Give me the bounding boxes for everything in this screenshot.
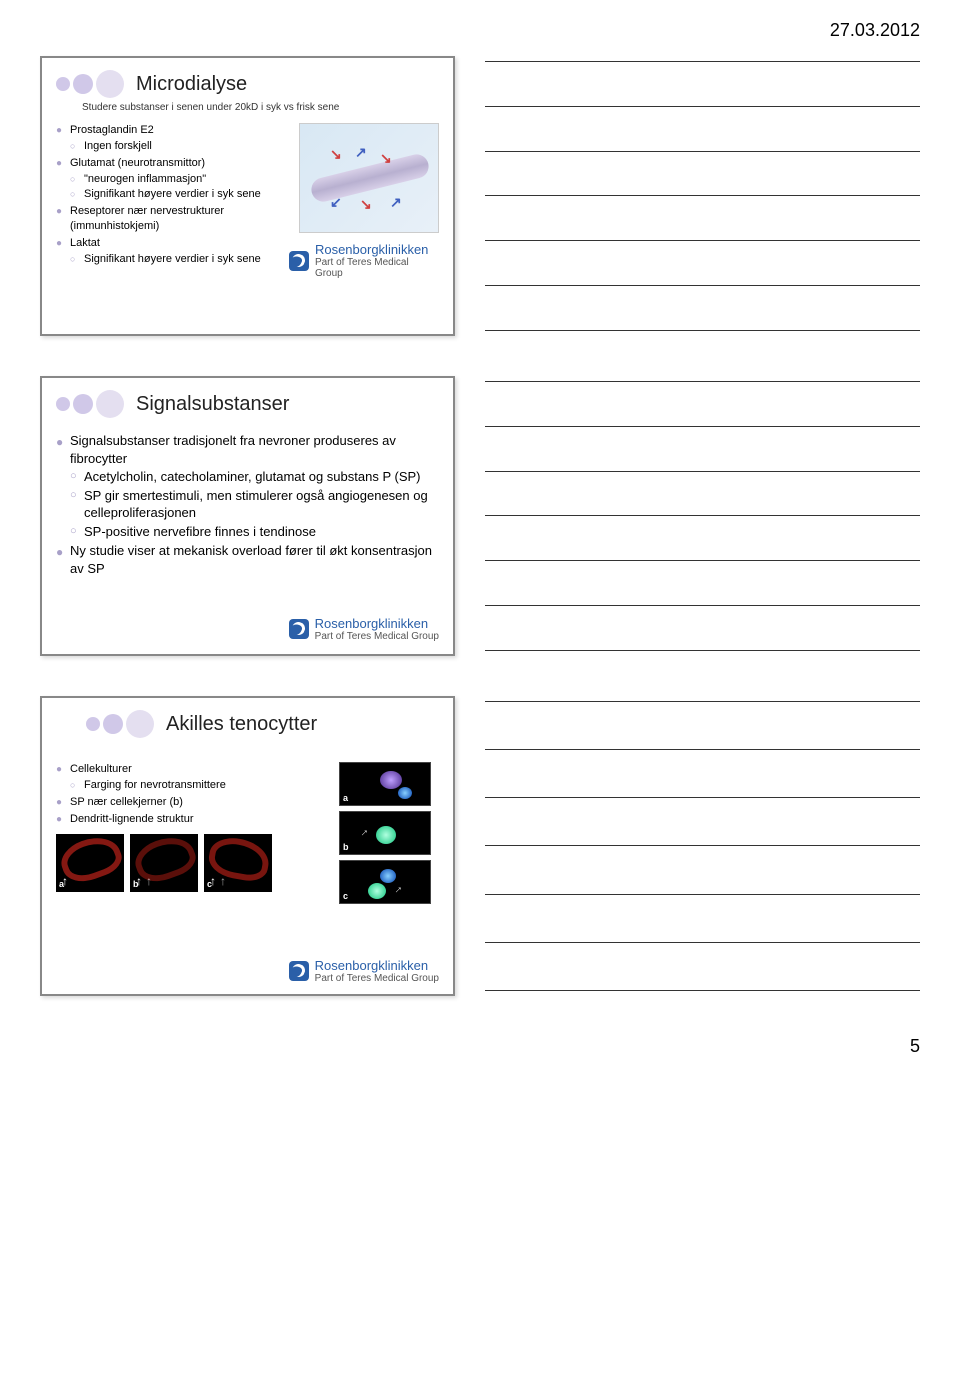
bullet-label: Cellekulturer <box>70 763 132 775</box>
logo-tagline: Part of Teres Medical Group <box>315 973 439 984</box>
page-number: 5 <box>40 1036 920 1057</box>
micro-label: b <box>343 842 349 852</box>
handout-row: Microdialyse Studere substanser i senen … <box>40 56 920 336</box>
bubble-icon <box>103 714 123 734</box>
sub-bullet: Farging for nevrotransmittere <box>70 778 327 793</box>
bullet-label: Reseptorer nær nervestrukturer (immunhis… <box>56 204 277 234</box>
title-wrap: Akilles tenocytter <box>86 710 439 738</box>
sub-bullet: SP-positive nervefibre finnes i tendinos… <box>70 523 439 541</box>
bubble-icon <box>96 70 124 98</box>
slide-body: Prostaglandin E2 Ingen forskjell Glutama… <box>56 123 277 279</box>
title-bubbles <box>56 390 124 418</box>
bullet-label: Glutamat (neurotransmittor) <box>70 157 205 169</box>
bubble-icon <box>126 710 154 738</box>
slide-title: Signalsubstanser <box>130 391 295 418</box>
microscopy-image: → b <box>339 811 431 855</box>
title-wrap: Microdialyse <box>56 70 439 98</box>
probe-illustration: ↘ ↗ ↘ ↙ ↘ ↗ <box>299 123 439 233</box>
sub-bullet: Ingen forskjell <box>70 139 277 154</box>
logo-name: Rosenborgklinikken <box>315 959 439 973</box>
slide-body: Signalsubstanser tradisjonelt fra nevron… <box>56 432 439 577</box>
bubble-icon <box>73 74 93 94</box>
sub-bullet: Signifikant høyere verdier i syk sene <box>70 252 277 267</box>
logo-name: Rosenborgklinikken <box>315 243 439 257</box>
logo-tagline: Part of Teres Medical Group <box>315 631 439 642</box>
bullet-label: Laktat <box>70 237 100 249</box>
sub-bullet: SP gir smertestimuli, men stimulerer ogs… <box>70 487 439 522</box>
microscopy-thumb: ↑ a <box>56 834 124 892</box>
notes-lines <box>485 376 920 656</box>
slide-title: Akilles tenocytter <box>160 711 323 738</box>
logo-name: Rosenborgklinikken <box>315 617 439 631</box>
micro-label: a <box>343 793 348 803</box>
sub-bullet: Signifikant høyere verdier i syk sene <box>70 187 277 202</box>
sub-bullet: Acetylcholin, catecholaminer, glutamat o… <box>70 468 439 486</box>
thumb-label: b <box>133 878 139 890</box>
bullet-label: Dendritt-lignende struktur <box>56 812 327 827</box>
handout-row: Akilles tenocytter Cellekulturer Farging… <box>40 696 920 996</box>
logo: Rosenborgklinikken Part of Teres Medical… <box>289 959 439 984</box>
title-bubbles <box>86 710 154 738</box>
slide-body: Cellekulturer Farging for nevrotransmitt… <box>56 762 327 909</box>
logo: Rosenborgklinikken Part of Teres Medical… <box>289 617 439 642</box>
bubble-icon <box>96 390 124 418</box>
bullet-label: Ny studie viser at mekanisk overload før… <box>56 542 439 577</box>
notes-lines <box>485 56 920 336</box>
microscopy-thumb: ↑↑ c <box>204 834 272 892</box>
slide-card-akilles: Akilles tenocytter Cellekulturer Farging… <box>40 696 455 996</box>
slide-card-signalsubstanser: Signalsubstanser Signalsubstanser tradis… <box>40 376 455 656</box>
thumb-label: a <box>59 878 64 890</box>
notes-lines <box>485 696 920 996</box>
bubble-icon <box>73 394 93 414</box>
title-wrap: Signalsubstanser <box>56 390 439 418</box>
logo-icon <box>289 961 309 981</box>
logo-icon <box>289 619 309 639</box>
slide-card-microdialyse: Microdialyse Studere substanser i senen … <box>40 56 455 336</box>
microscopy-thumb: ↑↑ b <box>130 834 198 892</box>
thumbnail-row: ↑ a ↑↑ b ↑↑ c <box>56 834 327 892</box>
bubble-icon <box>56 397 70 411</box>
microscopy-image: → c <box>339 860 431 904</box>
bubble-icon <box>86 717 100 731</box>
bullet-label: SP nær cellekjerner (b) <box>56 795 327 810</box>
handout-row: Signalsubstanser Signalsubstanser tradis… <box>40 376 920 656</box>
slide-subtitle: Studere substanser i senen under 20kD i … <box>82 102 439 113</box>
logo-tagline: Part of Teres Medical Group <box>315 257 439 279</box>
logo: Rosenborgklinikken Part of Teres Medical… <box>289 243 439 279</box>
bullet-label: Prostaglandin E2 <box>70 124 154 136</box>
slide-title: Microdialyse <box>130 71 253 98</box>
microscopy-image: a <box>339 762 431 806</box>
bubble-icon <box>56 77 70 91</box>
header-date: 27.03.2012 <box>40 20 920 41</box>
title-bubbles <box>56 70 124 98</box>
logo-icon <box>289 251 309 271</box>
thumb-label: c <box>207 878 212 890</box>
micro-label: c <box>343 891 348 901</box>
bullet-label: Signalsubstanser tradisjonelt fra nevron… <box>70 433 396 466</box>
sub-bullet: "neurogen inflammasjon" <box>70 172 277 187</box>
